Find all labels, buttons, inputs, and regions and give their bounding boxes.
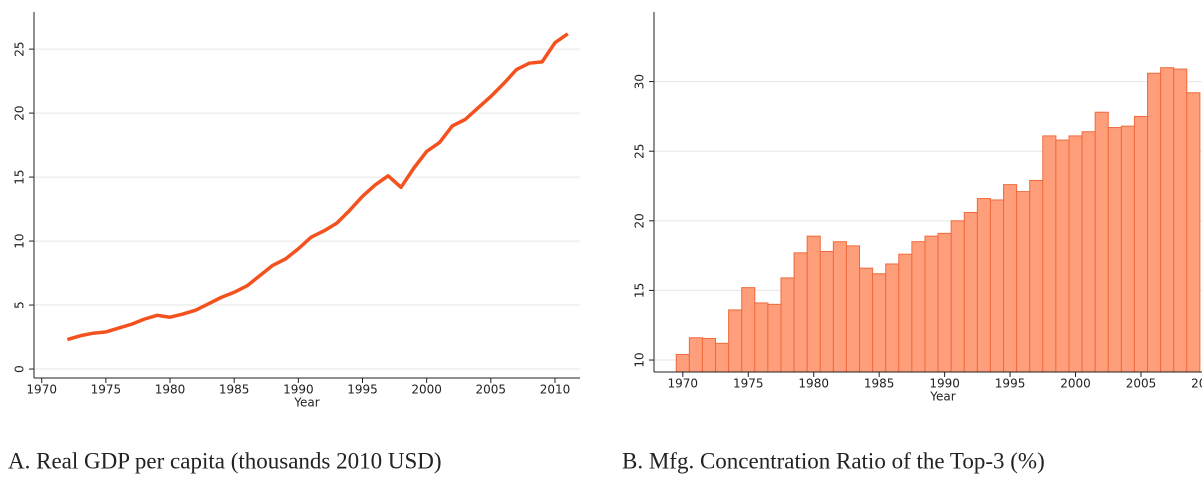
x-tick-label: 1990 [929,377,960,391]
bar [1173,68,1188,373]
bar [1186,92,1201,373]
bar [976,198,991,373]
x-tick-label: 1995 [347,383,378,397]
bar [1055,139,1070,373]
x-tick-label: 1970 [26,383,57,397]
bar [754,302,769,373]
y-tick-label: 25 [13,41,27,56]
bar [1094,111,1109,373]
bar [780,277,795,373]
x-tick-label: 1970 [668,377,699,391]
x-axis-label: Year [929,390,955,404]
bar [1133,115,1149,373]
y-tick-label: 15 [633,283,647,298]
caption: A. Real GDP per capita (thousands 2010 U… [8,448,442,473]
bar [675,353,690,373]
y-tick-label: 25 [633,144,647,159]
bar [832,241,847,373]
x-tick-label: 2000 [411,383,442,397]
x-tick-label: 1995 [995,377,1026,391]
x-tick-label: 1985 [219,383,250,397]
bar [728,309,743,373]
x-tick-label: 2010 [1191,377,1202,391]
y-tick-label: 20 [633,213,647,228]
caption: B. Mfg. Concentration Ratio of the Top-3… [622,448,1045,473]
y-tick-label: 0 [13,365,27,373]
bar [1068,135,1083,373]
bar [1107,127,1122,373]
x-tick-label: 1975 [733,377,764,391]
x-tick-label: 2005 [1126,377,1157,391]
bar [1081,131,1096,373]
bar [715,342,730,373]
y-tick-label: 20 [13,105,27,120]
bar [1042,135,1057,373]
bar [1003,184,1018,373]
bar [963,211,978,373]
bar [767,303,782,373]
x-tick-label: 1975 [91,383,122,397]
bar [688,337,703,373]
line [66,32,569,342]
bar [1147,72,1162,373]
y-tick-label: 10 [13,233,27,248]
bar [872,273,887,373]
y-tick-label: 15 [13,169,27,184]
x-tick-label: 1985 [864,377,895,391]
bar [806,235,821,373]
bar [1029,179,1044,373]
y-tick-label: 30 [633,74,647,89]
bar [885,263,900,373]
bar [989,199,1005,373]
bar [1120,125,1135,373]
x-tick-label: 1990 [283,383,314,397]
bar [859,267,874,373]
x-tick-label: 2000 [1060,377,1091,391]
x-axis-label: Year [293,396,319,410]
x-tick-label: 2005 [476,383,507,397]
bar [1160,67,1175,373]
y-tick-label: 5 [13,301,27,309]
bar [937,232,952,373]
bar [819,250,834,373]
bar [741,287,756,373]
bar [793,252,808,373]
bar [898,253,913,373]
x-tick-label: 1980 [155,383,186,397]
bar [845,245,861,373]
bar [950,220,965,373]
y-tick-label: 10 [633,352,647,367]
x-tick-label: 1980 [798,377,829,391]
bar [924,235,939,373]
x-tick-label: 2010 [540,383,571,397]
bar [911,241,926,373]
bar [1016,191,1031,373]
bar [701,337,717,373]
